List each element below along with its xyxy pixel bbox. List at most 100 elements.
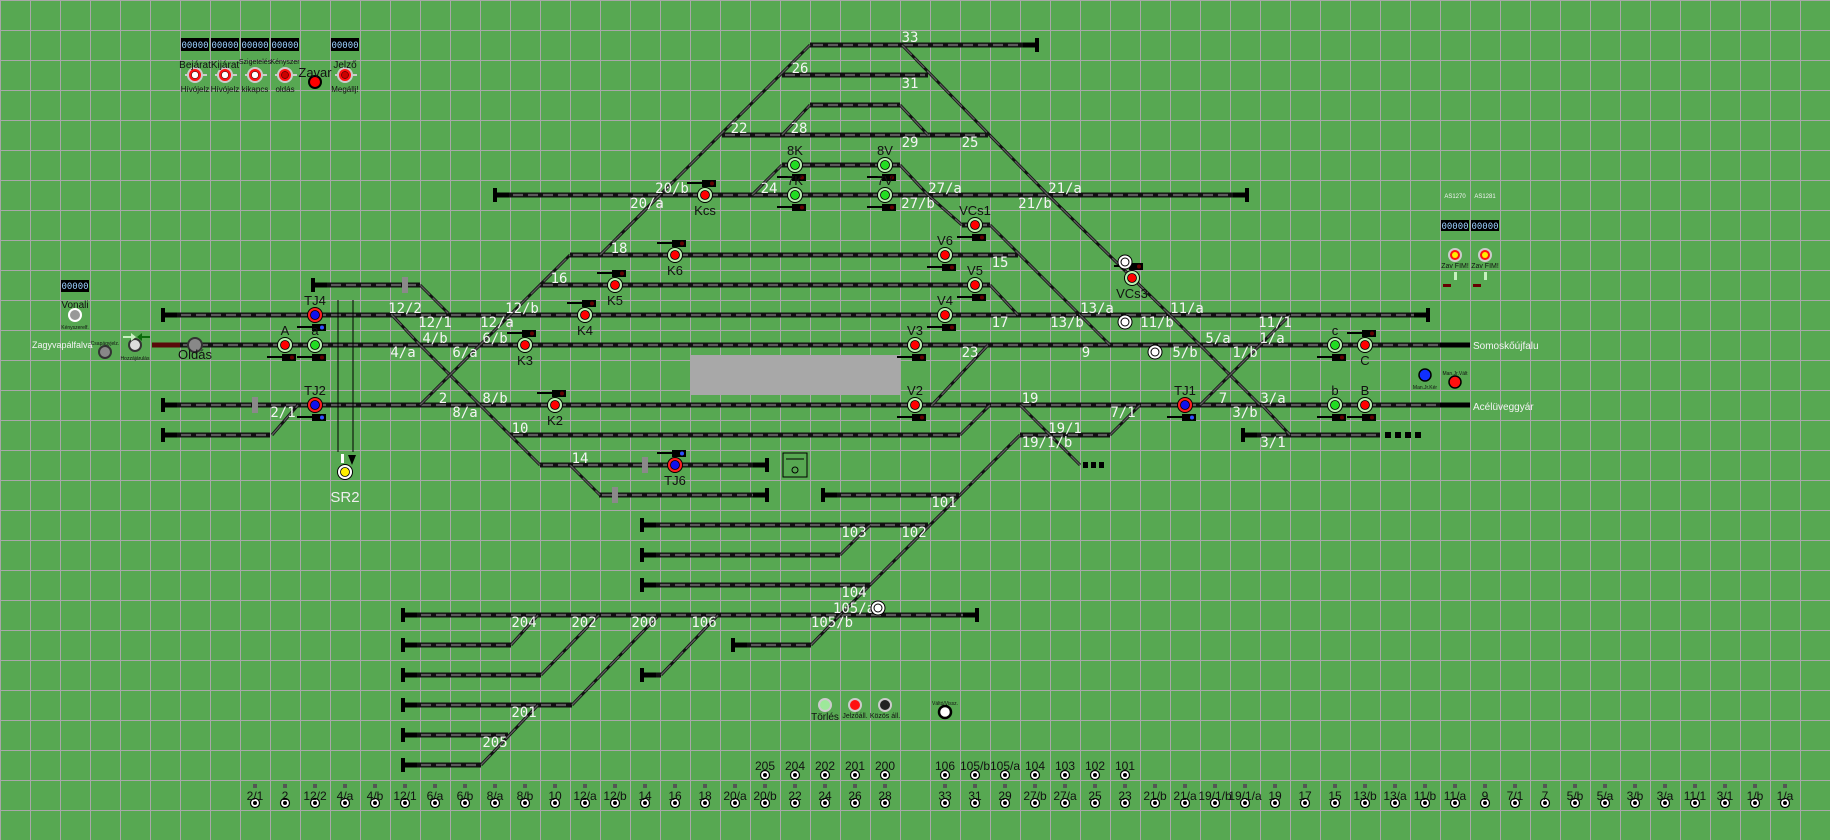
switch-diagonal[interactable] bbox=[509, 613, 540, 647]
switch-button[interactable] bbox=[759, 797, 771, 809]
switch-diagonal[interactable] bbox=[570, 613, 661, 707]
signal_stop-button[interactable] bbox=[848, 698, 862, 712]
switch-button[interactable] bbox=[1719, 797, 1731, 809]
switch-button[interactable] bbox=[1599, 797, 1611, 809]
switch-button[interactable] bbox=[1689, 797, 1701, 809]
switch-button[interactable] bbox=[759, 769, 771, 781]
signal-c[interactable] bbox=[1347, 330, 1376, 353]
switch-button[interactable] bbox=[1269, 797, 1281, 809]
switch-button[interactable] bbox=[249, 797, 261, 809]
panel-button-2[interactable] bbox=[245, 67, 267, 83]
switch-diagonal[interactable] bbox=[1108, 403, 1142, 437]
switch-button[interactable] bbox=[879, 797, 891, 809]
signal-k2[interactable] bbox=[537, 390, 566, 413]
switch-button[interactable] bbox=[1029, 769, 1041, 781]
signal-v5[interactable] bbox=[957, 277, 986, 302]
panel-button-5[interactable] bbox=[335, 67, 357, 83]
switch-diagonal[interactable] bbox=[390, 313, 422, 347]
switch-diagonal[interactable] bbox=[270, 404, 300, 436]
switch-diagonal[interactable] bbox=[418, 283, 450, 315]
switch-diagonal[interactable] bbox=[780, 103, 812, 137]
switch-button[interactable] bbox=[699, 797, 711, 809]
switch-button[interactable] bbox=[939, 797, 951, 809]
signal-v4[interactable] bbox=[927, 307, 956, 332]
switch-diagonal[interactable] bbox=[478, 253, 572, 347]
release-button[interactable] bbox=[1117, 254, 1133, 270]
signal-8v[interactable] bbox=[867, 157, 896, 182]
signal-b[interactable] bbox=[1317, 397, 1346, 422]
switch-button[interactable] bbox=[1569, 797, 1581, 809]
switch-diagonal[interactable] bbox=[418, 343, 482, 407]
switch-button[interactable] bbox=[369, 797, 381, 809]
manual-route-request-button[interactable] bbox=[1418, 368, 1432, 382]
switch-button[interactable] bbox=[789, 797, 801, 809]
switch-diagonal[interactable] bbox=[809, 613, 842, 647]
switch-button[interactable] bbox=[1479, 797, 1491, 809]
switch-button[interactable] bbox=[999, 769, 1011, 781]
switch-button[interactable] bbox=[1059, 769, 1071, 781]
switch-button[interactable] bbox=[849, 769, 861, 781]
switch-diagonal[interactable] bbox=[838, 433, 1022, 617]
switch-button[interactable] bbox=[969, 797, 981, 809]
line-block-button[interactable] bbox=[68, 308, 82, 322]
switch-diagonal[interactable] bbox=[659, 613, 720, 677]
switch-button[interactable] bbox=[459, 797, 471, 809]
switch-button[interactable] bbox=[1539, 797, 1551, 809]
signal-tj4[interactable] bbox=[297, 307, 326, 332]
signal-kcs[interactable] bbox=[687, 180, 716, 203]
signal-7v[interactable] bbox=[867, 187, 896, 212]
switch-diagonal[interactable] bbox=[898, 163, 930, 197]
switch-diagonal[interactable] bbox=[539, 613, 601, 677]
signal-c[interactable] bbox=[1317, 337, 1346, 362]
signal-k3[interactable] bbox=[507, 330, 536, 353]
bearing-alarm-button[interactable] bbox=[98, 345, 112, 359]
switch-button[interactable] bbox=[1119, 797, 1131, 809]
switch-button[interactable] bbox=[669, 797, 681, 809]
switch-button[interactable] bbox=[1629, 797, 1641, 809]
switch-button[interactable] bbox=[1119, 769, 1131, 781]
switch-button[interactable] bbox=[519, 797, 531, 809]
switch-button[interactable] bbox=[1089, 797, 1101, 809]
switch-button[interactable] bbox=[1149, 797, 1161, 809]
switch-button[interactable] bbox=[789, 769, 801, 781]
signal-b[interactable] bbox=[1347, 397, 1376, 422]
switch-button[interactable] bbox=[1749, 797, 1761, 809]
signal-k6[interactable] bbox=[657, 240, 686, 263]
switch-button[interactable] bbox=[1239, 797, 1251, 809]
switch-button[interactable] bbox=[1029, 797, 1041, 809]
switch-diagonal[interactable] bbox=[988, 223, 1082, 317]
switch-button[interactable] bbox=[999, 797, 1011, 809]
switch-button[interactable] bbox=[1509, 797, 1521, 809]
common_stop-button[interactable] bbox=[878, 698, 892, 712]
signal-7k[interactable] bbox=[777, 187, 806, 212]
switch-button[interactable] bbox=[339, 797, 351, 809]
signal-tj1[interactable] bbox=[1167, 397, 1196, 422]
signal-k4[interactable] bbox=[567, 300, 596, 323]
switch-button[interactable] bbox=[489, 797, 501, 809]
switch-button[interactable] bbox=[1089, 769, 1101, 781]
signal-tj2[interactable] bbox=[297, 397, 326, 422]
signal-v2[interactable] bbox=[897, 397, 926, 422]
switch-button[interactable] bbox=[1329, 797, 1341, 809]
release-button[interactable] bbox=[1147, 344, 1163, 360]
switch-diagonal[interactable] bbox=[900, 43, 1050, 197]
switch-diagonal[interactable] bbox=[898, 103, 930, 137]
switch-diagonal[interactable] bbox=[750, 163, 784, 197]
switch-button[interactable] bbox=[969, 769, 981, 781]
switch-diagonal[interactable] bbox=[1046, 193, 1172, 317]
panel-button-1[interactable] bbox=[215, 67, 237, 83]
switch-button[interactable] bbox=[549, 797, 561, 809]
signal-k5[interactable] bbox=[597, 270, 626, 293]
switch-button[interactable] bbox=[1779, 797, 1791, 809]
release-button[interactable] bbox=[870, 600, 886, 616]
switch-button[interactable] bbox=[1299, 797, 1311, 809]
switch-diagonal[interactable] bbox=[615, 193, 662, 240]
signal-a[interactable] bbox=[297, 337, 326, 362]
switch-button[interactable] bbox=[819, 769, 831, 781]
switch-button[interactable] bbox=[579, 797, 591, 809]
signal-a[interactable] bbox=[267, 337, 296, 362]
signal-vcs1[interactable] bbox=[957, 217, 986, 242]
switch-diagonal[interactable] bbox=[1168, 313, 1202, 347]
switch-diagonal[interactable] bbox=[1260, 403, 1292, 437]
switch-button[interactable] bbox=[279, 797, 291, 809]
